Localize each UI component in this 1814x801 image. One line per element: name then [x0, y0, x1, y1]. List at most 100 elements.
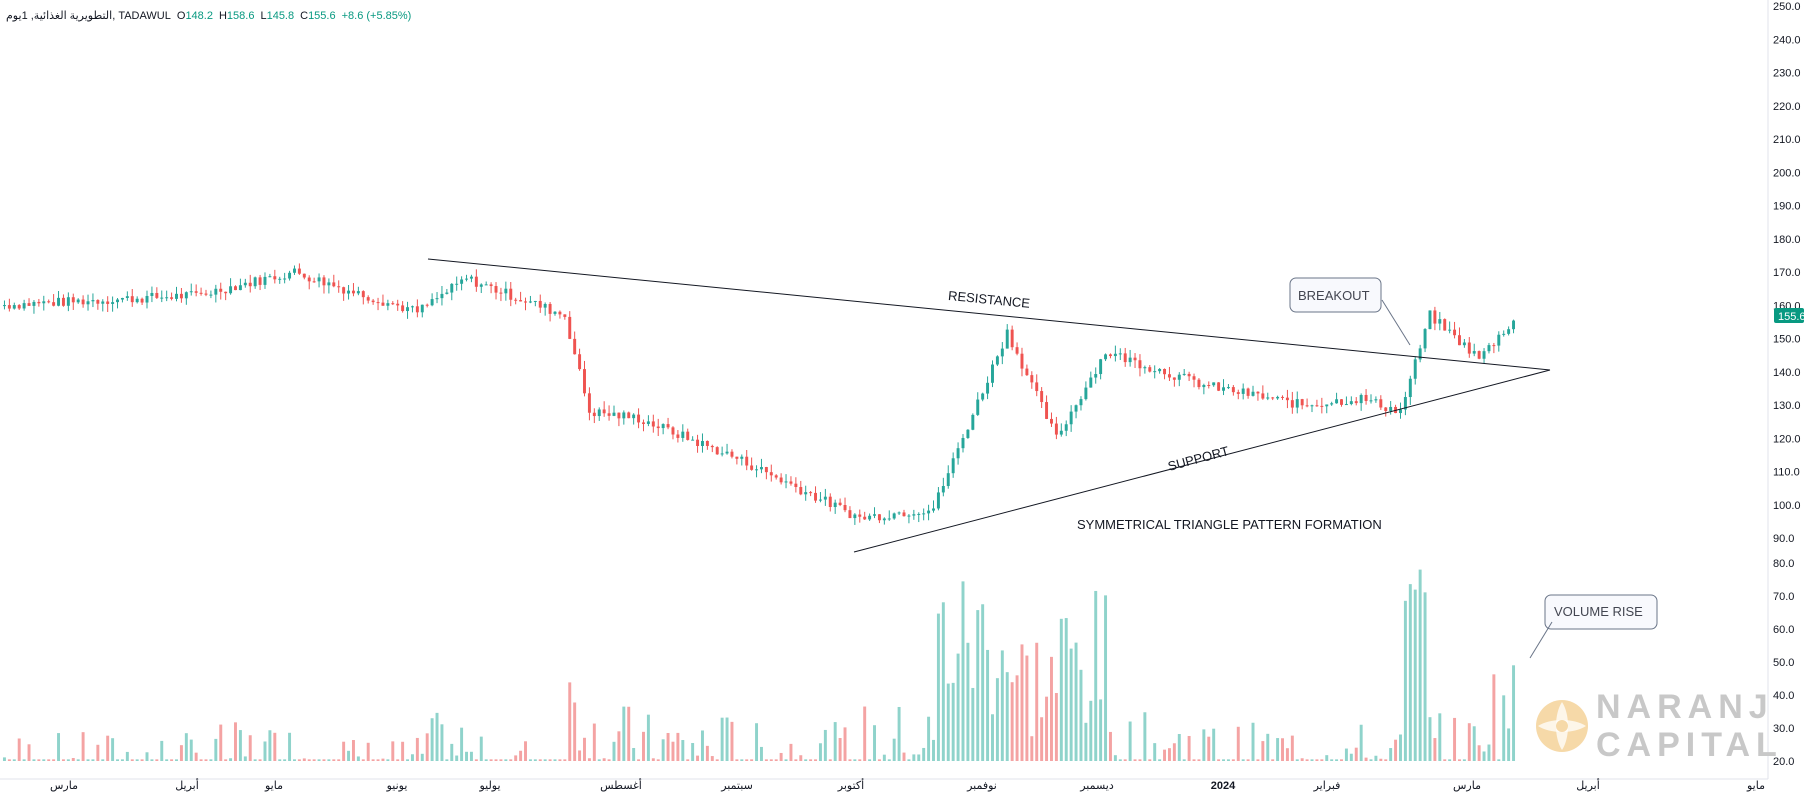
candle-body	[725, 451, 729, 454]
candle-body	[1050, 418, 1053, 424]
volume-bar	[646, 714, 650, 761]
volume-bar	[175, 759, 178, 761]
candle-body	[809, 492, 813, 494]
candle-body	[81, 299, 85, 305]
resistance-trendline[interactable]	[427, 258, 1551, 371]
candle-body	[917, 513, 921, 515]
candle-body	[499, 292, 503, 294]
candle-body	[1099, 359, 1103, 375]
candle-body	[951, 458, 955, 474]
volume-bar	[1045, 696, 1049, 761]
candle-body	[1113, 353, 1117, 357]
candle-body	[337, 286, 341, 288]
price-tick-label: 190.0	[1773, 201, 1801, 213]
volume-bar	[804, 759, 808, 761]
candle-body	[843, 504, 847, 511]
volume-bar	[489, 759, 493, 761]
volume-bar	[1389, 748, 1393, 761]
open-label: O	[176, 10, 186, 22]
candle-body	[1212, 382, 1216, 386]
candle-body	[1300, 399, 1304, 406]
support-trendline[interactable]	[853, 369, 1551, 553]
volume-bar	[135, 759, 139, 761]
last-price-value: 155.6	[1778, 311, 1806, 323]
candle-body	[371, 300, 375, 303]
volume-bar	[1507, 728, 1511, 761]
candle-body	[932, 508, 935, 511]
volume-bar	[347, 750, 351, 761]
candle-body	[376, 302, 380, 304]
volume-bar	[769, 759, 773, 761]
volume-bar	[1305, 759, 1309, 761]
candle-body	[406, 307, 410, 312]
candle-body	[607, 413, 611, 416]
volume-bar	[381, 758, 385, 761]
price-tick-label: 180.0	[1773, 234, 1801, 246]
time-tick-label: أغسطس	[600, 778, 642, 792]
volume-bar	[632, 747, 636, 761]
volume-bar	[337, 759, 341, 761]
volume-tick-label: 30.0	[1773, 723, 1794, 735]
candle-body	[440, 293, 444, 299]
price-tick-label: 170.0	[1773, 267, 1801, 279]
volume-bar	[1271, 759, 1275, 761]
volume-bar	[27, 744, 31, 761]
candle-body	[1040, 391, 1044, 403]
candle-body	[1408, 378, 1412, 398]
volume-bar	[317, 759, 321, 761]
volume-bar	[927, 716, 931, 761]
volume-bar	[627, 706, 631, 761]
candle-body	[882, 518, 886, 521]
candle-body	[1000, 348, 1004, 357]
volume-bar	[1418, 569, 1422, 761]
candle-body	[533, 300, 537, 302]
volume-bar	[1128, 721, 1132, 761]
candle-body	[617, 412, 621, 419]
volume-bar	[538, 759, 542, 761]
volume-bar	[371, 759, 375, 761]
volume-bar	[1163, 749, 1167, 761]
candle-body	[489, 284, 493, 287]
volume-bar	[863, 706, 867, 761]
time-tick-label: أبريل	[1576, 778, 1600, 792]
volume-bar	[194, 752, 198, 761]
candle-body	[278, 278, 282, 280]
volume-bar	[873, 725, 876, 761]
volume-bar	[922, 747, 926, 761]
volume-bar	[710, 756, 714, 761]
candle-body	[209, 294, 213, 296]
brand-line-1: NARANJ	[1596, 688, 1774, 726]
candle-body	[199, 292, 203, 294]
volume-bar	[494, 759, 498, 761]
candle-body	[1266, 397, 1270, 399]
candle-body	[1428, 310, 1432, 330]
volume-bar	[1187, 735, 1191, 761]
candle-body	[986, 382, 990, 394]
candle-body	[396, 303, 400, 306]
candle-body	[961, 437, 965, 449]
price-tick-label: 230.0	[1773, 68, 1801, 80]
volume-bar	[676, 732, 680, 761]
volume-bar	[376, 759, 380, 761]
volume-bar	[1094, 590, 1098, 761]
candle-body	[150, 292, 154, 296]
candle-body	[1172, 377, 1176, 380]
volume-bar	[120, 759, 124, 761]
candle-body	[1384, 407, 1388, 411]
volume-bar	[125, 751, 129, 761]
volume-bar	[1158, 759, 1162, 761]
candle-body	[332, 282, 336, 287]
volume-bar	[750, 759, 754, 761]
candle-body	[995, 356, 999, 365]
candle-body	[1364, 394, 1368, 401]
candle-body	[1340, 399, 1343, 405]
candle-body	[175, 293, 178, 299]
volume-bar	[361, 759, 365, 761]
volume-bar	[57, 733, 61, 761]
candle-body	[1045, 402, 1049, 419]
candle-body	[1295, 399, 1299, 408]
candle-body	[420, 304, 424, 313]
volume-bar	[297, 759, 301, 761]
